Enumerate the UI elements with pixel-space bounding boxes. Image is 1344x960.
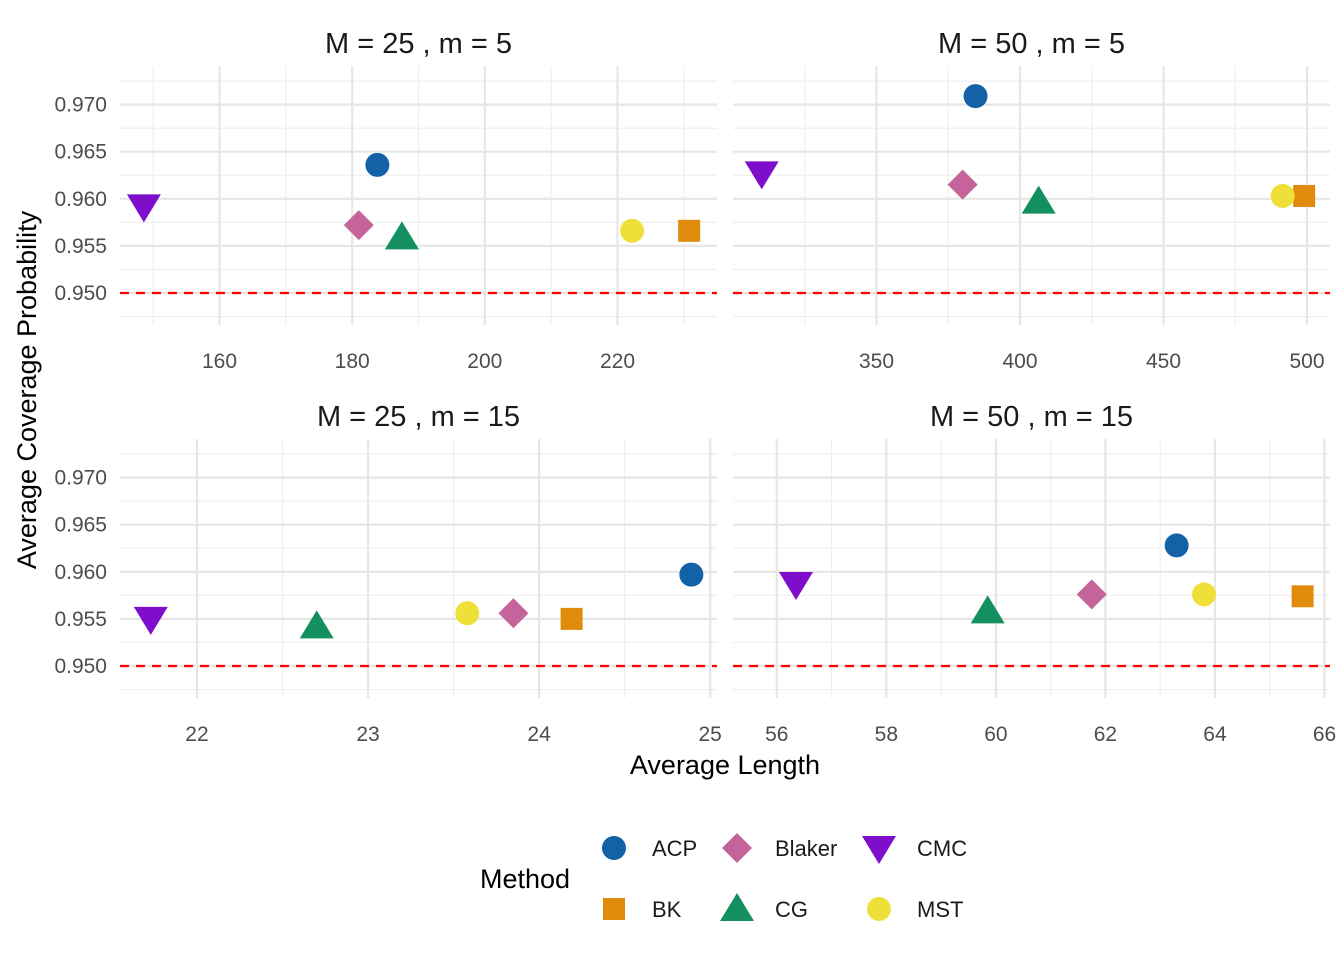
x-tick-label: 200 <box>467 350 502 373</box>
facet-panel: M = 25 , m = 5 160 180 200 220 0.950 0.955 0.96… <box>54 28 717 373</box>
legend-key-cmc <box>862 836 896 864</box>
facet-title: M = 25 , m = 5 <box>325 28 512 60</box>
data-point-bk <box>560 607 583 630</box>
data-point-mst <box>455 601 480 626</box>
data-point-bk <box>1291 585 1314 608</box>
facet-title: M = 50 , m = 15 <box>930 401 1133 433</box>
data-point-mst <box>1192 582 1217 607</box>
x-tick-label: 66 <box>1313 723 1336 746</box>
x-tick-label: 60 <box>984 723 1007 746</box>
x-tick-label: 160 <box>202 350 237 373</box>
y-tick-label: 0.970 <box>54 467 107 490</box>
x-tick-label: 62 <box>1094 723 1117 746</box>
facet-title: M = 50 , m = 5 <box>938 28 1125 60</box>
y-tick-label: 0.970 <box>54 94 107 117</box>
legend-key-blaker <box>722 833 752 863</box>
data-point-cmc <box>133 606 168 635</box>
legend-key-mst <box>867 897 891 921</box>
x-tick-label: 400 <box>1002 350 1037 373</box>
data-point-blaker <box>498 598 529 629</box>
legend-key-bk <box>603 898 625 920</box>
x-tick-label: 22 <box>185 723 208 746</box>
facet-title: M = 25 , m = 15 <box>317 401 520 433</box>
data-point-cmc <box>126 194 161 223</box>
x-axis-title: Average Length <box>630 750 820 780</box>
y-tick-label: 0.960 <box>54 561 107 584</box>
y-axis-title: Average Coverage Probability <box>12 210 42 569</box>
data-point-mst <box>620 218 645 243</box>
x-tick-label: 23 <box>356 723 379 746</box>
legend: Method ACP Blaker CMC BK CG MST <box>480 833 967 922</box>
data-point-acp <box>1164 533 1189 558</box>
y-tick-label: 0.960 <box>54 188 107 211</box>
facet-panel: M = 50 , m = 5 350 400 450 500 <box>733 28 1330 373</box>
data-point-mst <box>1270 183 1295 208</box>
data-point-bk <box>1293 184 1316 207</box>
x-tick-label: 180 <box>335 350 370 373</box>
data-point-blaker <box>947 169 978 200</box>
y-tick-label: 0.950 <box>54 655 107 678</box>
facet-panel: M = 25 , m = 15 22 23 24 25 0.950 0.955 0.960 0.… <box>54 401 721 746</box>
data-point-cg <box>1021 185 1056 214</box>
data-point-cg <box>384 221 419 250</box>
data-point-acp <box>963 84 988 109</box>
legend-key-acp <box>602 836 626 860</box>
data-point-cg <box>299 610 334 639</box>
legend-label: CG <box>775 897 808 922</box>
legend-label: ACP <box>652 836 697 861</box>
y-tick-label: 0.965 <box>54 514 107 537</box>
data-point-cg <box>970 595 1005 624</box>
data-point-acp <box>679 562 704 587</box>
legend-key-cg <box>720 893 754 921</box>
data-point-blaker <box>343 210 374 241</box>
x-tick-label: 220 <box>600 350 635 373</box>
legend-label: CMC <box>917 836 967 861</box>
data-point-bk <box>678 219 701 242</box>
y-tick-label: 0.950 <box>54 282 107 305</box>
x-tick-label: 450 <box>1146 350 1181 373</box>
y-tick-label: 0.965 <box>54 141 107 164</box>
facet-panels: M = 25 , m = 5 160 180 200 220 0.950 0.955 0.96… <box>54 28 1336 746</box>
data-point-blaker <box>1076 579 1107 610</box>
legend-label: BK <box>652 897 682 922</box>
legend-label: MST <box>917 897 963 922</box>
legend-label: Blaker <box>775 836 837 861</box>
x-tick-label: 350 <box>859 350 894 373</box>
x-tick-label: 24 <box>527 723 551 746</box>
data-point-cmc <box>744 161 779 190</box>
data-point-acp <box>365 152 390 177</box>
facet-panel: M = 50 , m = 15 56 58 60 62 64 66 <box>733 401 1336 746</box>
data-point-cmc <box>778 572 813 601</box>
x-tick-label: 56 <box>765 723 788 746</box>
x-tick-label: 500 <box>1290 350 1325 373</box>
y-tick-label: 0.955 <box>54 235 107 258</box>
x-tick-label: 64 <box>1203 723 1227 746</box>
legend-title: Method <box>480 864 570 894</box>
y-tick-label: 0.955 <box>54 608 107 631</box>
x-tick-label: 25 <box>698 723 721 746</box>
x-tick-label: 58 <box>875 723 898 746</box>
